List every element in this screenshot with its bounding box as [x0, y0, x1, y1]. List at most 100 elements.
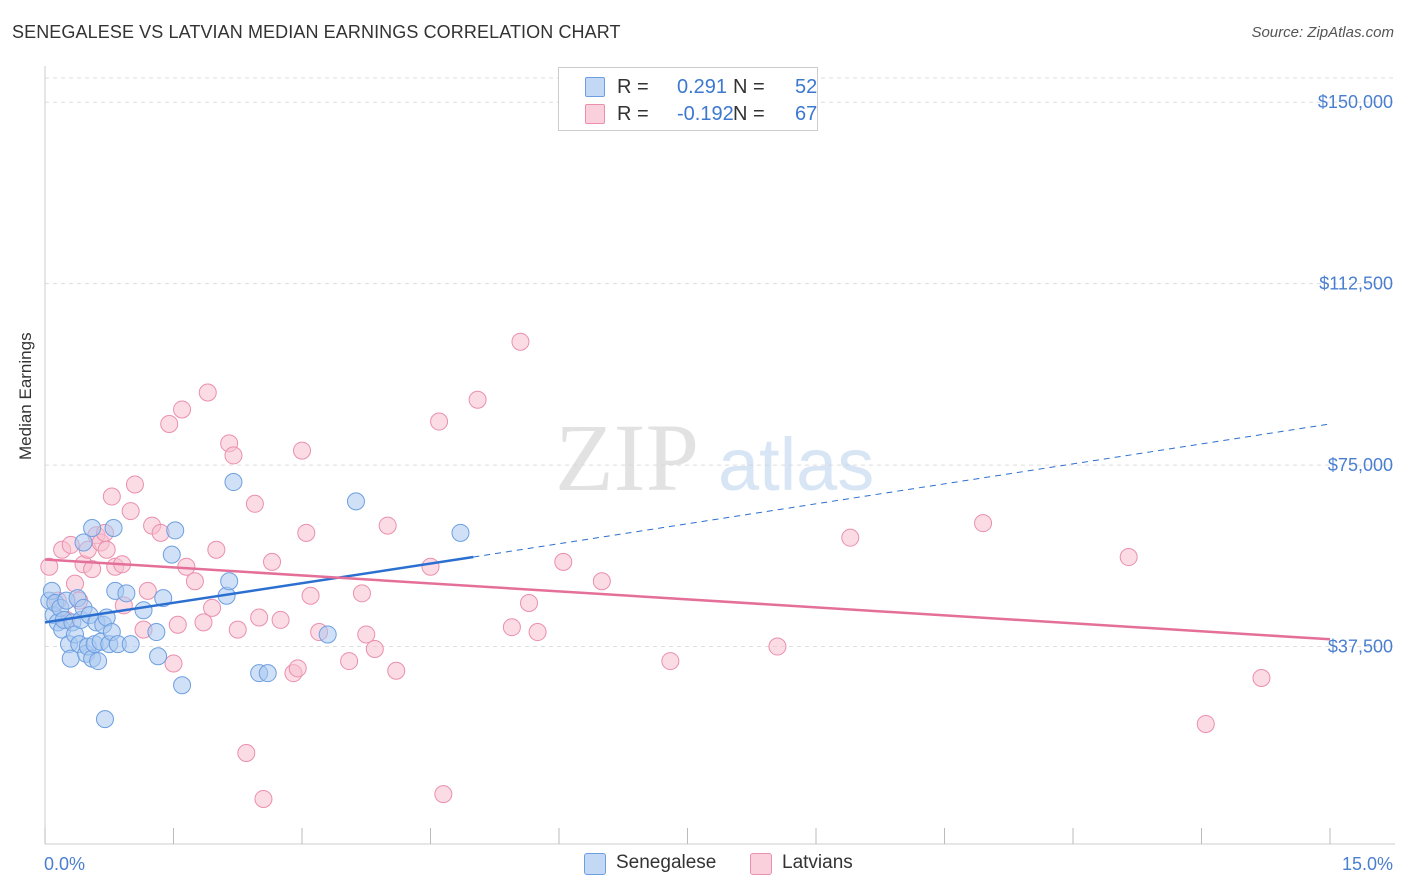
latvian-point [1119, 548, 1138, 567]
r-label: R = [617, 75, 649, 98]
senegalese-point [346, 492, 365, 511]
senegalese-point [220, 572, 239, 591]
senegalese-point [134, 601, 153, 620]
senegalese-point [451, 523, 470, 542]
latvian-point [293, 441, 311, 460]
source-label: Source: ZipAtlas.com [1251, 24, 1394, 41]
watermark-atlas: atlas [718, 423, 874, 506]
senegalese-points [40, 473, 470, 729]
senegalese-point [149, 647, 168, 666]
latvian-point [301, 586, 320, 605]
latvian-point [502, 618, 521, 637]
latvian-point [97, 540, 116, 559]
latvian-point [365, 639, 384, 658]
senegalese-point [104, 519, 123, 537]
chart-title: SENEGALESE VS LATVIAN MEDIAN EARNINGS CO… [12, 22, 621, 42]
latvian-point [768, 637, 787, 656]
latvian-point [297, 523, 316, 542]
latvian-point [245, 494, 264, 513]
senegalese-point [83, 519, 102, 537]
y-tick-label: $112,500 [1319, 274, 1393, 294]
x-tick-label-max: 15.0% [1342, 854, 1393, 874]
y-tick-label: $75,000 [1328, 455, 1393, 475]
latvian-point [160, 414, 179, 433]
latvian-point [592, 572, 611, 591]
watermark: ZIP atlas [555, 404, 874, 511]
latvian-point [271, 610, 290, 629]
trend-lines [44, 423, 1331, 641]
latvian-point [554, 552, 573, 571]
latvian-point [974, 514, 993, 533]
senegalese-point [74, 533, 93, 552]
latvian-point [340, 652, 359, 671]
latvian-point [511, 332, 530, 351]
y-tick-label: $37,500 [1328, 637, 1393, 657]
latvian-point [237, 744, 256, 762]
r-value: -0.192 [677, 102, 734, 125]
latvian-point [520, 594, 539, 612]
latvian-point [288, 659, 307, 678]
senegalese-point [162, 545, 181, 564]
watermark-zip: ZIP [555, 404, 699, 511]
latvian-point [263, 552, 282, 571]
senegalese-point [154, 589, 173, 608]
latvian-swatch [585, 104, 605, 124]
latvian-point [352, 584, 371, 603]
latvian-point [468, 390, 487, 409]
latvian-point [185, 572, 204, 591]
senegalese-point [89, 652, 108, 671]
senegalese-point [117, 584, 136, 603]
latvian-point [228, 620, 247, 639]
latvian-point [224, 446, 243, 465]
latvian-point [138, 581, 157, 600]
senegalese-trend-extension [473, 423, 1331, 558]
latvian-point [121, 502, 140, 521]
correlation-legend: R = 0.291 N = 52 R = -0.192 N = 67 [558, 67, 818, 131]
n-value: 67 [795, 102, 818, 125]
latvian-point [661, 652, 680, 671]
senegalese-legend-label: Senegalese [616, 852, 717, 873]
latvian-point [1252, 669, 1271, 687]
axes [44, 66, 1395, 845]
latvian-point [254, 789, 273, 808]
latvian-point [125, 475, 144, 494]
senegalese-point [95, 710, 114, 729]
latvian-point [250, 608, 269, 627]
senegalese-point [147, 623, 166, 642]
latvian-point [378, 516, 397, 535]
senegalese-trend-line [44, 555, 474, 624]
latvian-point [528, 623, 547, 642]
latvian-point [387, 661, 406, 680]
senegalese-point [173, 676, 192, 695]
latvian-point [430, 412, 449, 431]
r-value: 0.291 [677, 75, 728, 98]
latvian-point [434, 785, 453, 804]
x-tick-labels: 0.0% 15.0% [44, 854, 1393, 874]
latvian-point [40, 557, 59, 576]
latvian-point [83, 560, 102, 579]
latvian-legend-swatch [750, 853, 772, 875]
latvian-point [203, 598, 222, 617]
senegalese-point [224, 473, 243, 492]
y-tick-labels: $37,500 $75,000 $112,500 $150,000 [1318, 92, 1393, 656]
latvian-point [173, 400, 192, 419]
latvian-legend-label: Latvians [782, 852, 853, 873]
latvian-point [841, 528, 860, 547]
latvian-point [164, 654, 183, 673]
latvian-point [207, 540, 226, 559]
senegalese-point [166, 521, 185, 540]
latvian-point [194, 613, 213, 632]
senegalese-point [318, 625, 337, 644]
senegalese-point [121, 635, 140, 654]
r-label: R = [617, 102, 649, 125]
y-tick-label: $150,000 [1318, 92, 1393, 112]
senegalese-point [258, 664, 277, 683]
x-tick-label-min: 0.0% [44, 854, 85, 874]
latvian-point [421, 557, 440, 576]
latvian-point [102, 487, 121, 506]
senegalese-swatch [585, 77, 605, 97]
senegalese-legend-swatch [584, 853, 606, 875]
n-label: N = [733, 75, 765, 98]
gridlines [45, 77, 1395, 648]
